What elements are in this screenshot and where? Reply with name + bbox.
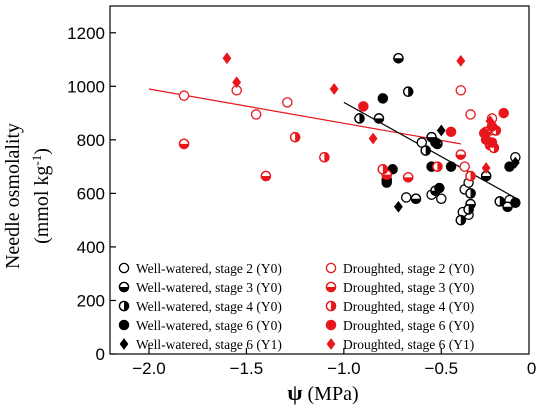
legend-marker xyxy=(326,338,336,350)
x-tick-label: 0.0 xyxy=(527,359,536,378)
data-point xyxy=(232,76,242,89)
data-point xyxy=(377,93,389,104)
legend-label: Droughted, stage 6 (Y0) xyxy=(343,318,474,333)
data-point xyxy=(222,52,232,65)
data-point xyxy=(178,138,190,150)
data-point xyxy=(455,214,467,226)
data-point xyxy=(459,161,470,172)
data-point xyxy=(432,161,443,172)
data-point xyxy=(402,172,414,183)
y-axis-unit: (mmol kg-1) xyxy=(29,148,53,244)
legend-marker xyxy=(118,319,130,331)
data-point xyxy=(420,145,431,156)
data-point xyxy=(481,162,491,174)
data-point xyxy=(394,200,403,213)
data-point xyxy=(463,204,474,215)
data-point xyxy=(368,132,378,145)
legend-marker xyxy=(325,300,337,312)
data-point xyxy=(393,52,404,64)
data-point xyxy=(455,85,467,96)
legend-label: Well-watered, stage 6 (Y0) xyxy=(136,318,282,333)
legend-marker xyxy=(118,300,130,312)
data-point xyxy=(410,193,422,204)
data-point xyxy=(250,109,262,120)
y-axis-title: Needle osmolality xyxy=(2,123,24,269)
legend-label: Well-watered, stage 2 (Y0) xyxy=(136,261,282,276)
y-tick-label: 1200 xyxy=(67,24,105,43)
plot-frame xyxy=(109,5,530,355)
legend-marker xyxy=(118,281,130,293)
legend-marker xyxy=(325,281,337,293)
data-point xyxy=(260,170,272,182)
legend-label: Droughted, stage 4 (Y0) xyxy=(343,299,474,314)
legend-label: Well-watered, stage 3 (Y0) xyxy=(136,280,282,295)
plot-area xyxy=(148,52,521,226)
legend-marker xyxy=(325,262,337,274)
data-point xyxy=(430,137,441,148)
data-point xyxy=(373,113,385,124)
data-point xyxy=(329,83,339,95)
legend: Well-watered, stage 2 (Y0) Well-watered, … xyxy=(118,261,474,352)
y-tick-label: 0 xyxy=(96,345,105,364)
legend-label: Droughted, stage 3 (Y0) xyxy=(343,280,474,295)
data-point xyxy=(377,164,389,175)
data-point xyxy=(480,170,492,182)
drought-regression-line xyxy=(148,88,461,145)
data-point xyxy=(510,197,521,209)
data-point xyxy=(455,149,467,160)
well-regression-line xyxy=(343,101,520,201)
data-point xyxy=(456,55,466,67)
data-point xyxy=(354,113,365,124)
data-point xyxy=(400,192,412,203)
x-tick-label: −0.5 xyxy=(425,359,459,378)
data-point xyxy=(178,90,190,101)
data-point xyxy=(498,107,509,119)
legend-label: Droughted, stage 6 (Y1) xyxy=(343,337,474,352)
axes: 0 200 400 600 800 1000 1200 −2.0 −1.5 −1.0 −0.5 0.0 xyxy=(67,5,536,378)
data-point xyxy=(465,170,476,182)
data-point xyxy=(319,151,330,163)
data-point xyxy=(510,156,520,169)
data-point xyxy=(494,196,506,207)
y-tick-label: 400 xyxy=(77,238,105,257)
x-axis-title: ψ (MPa) xyxy=(287,380,358,405)
x-tick-label: −2.0 xyxy=(132,359,166,378)
legend-label: Well-watered, stage 4 (Y0) xyxy=(136,299,282,314)
legend-marker xyxy=(325,319,337,331)
data-point xyxy=(282,97,293,108)
x-tick-label: −1.0 xyxy=(327,359,361,378)
data-point xyxy=(358,101,369,112)
data-point xyxy=(465,188,476,199)
data-point xyxy=(402,86,414,97)
data-point xyxy=(289,131,301,143)
data-point xyxy=(436,193,447,204)
y-tick-label: 800 xyxy=(77,131,105,150)
legend-marker xyxy=(119,338,129,350)
legend-label: Well-watered, stage 6 (Y1) xyxy=(136,337,282,352)
legend-marker xyxy=(118,262,130,274)
y-tick-label: 1000 xyxy=(67,77,105,96)
y-tick-label: 200 xyxy=(77,291,105,310)
legend-label: Droughted, stage 2 (Y0) xyxy=(343,261,474,276)
data-point xyxy=(434,182,445,194)
y-tick-label: 600 xyxy=(77,184,105,203)
data-point xyxy=(485,115,495,127)
data-point xyxy=(436,124,446,137)
data-point xyxy=(486,137,498,148)
data-point xyxy=(445,161,457,172)
data-point xyxy=(465,109,476,120)
x-tick-label: −1.5 xyxy=(230,359,264,378)
data-point xyxy=(445,126,457,138)
